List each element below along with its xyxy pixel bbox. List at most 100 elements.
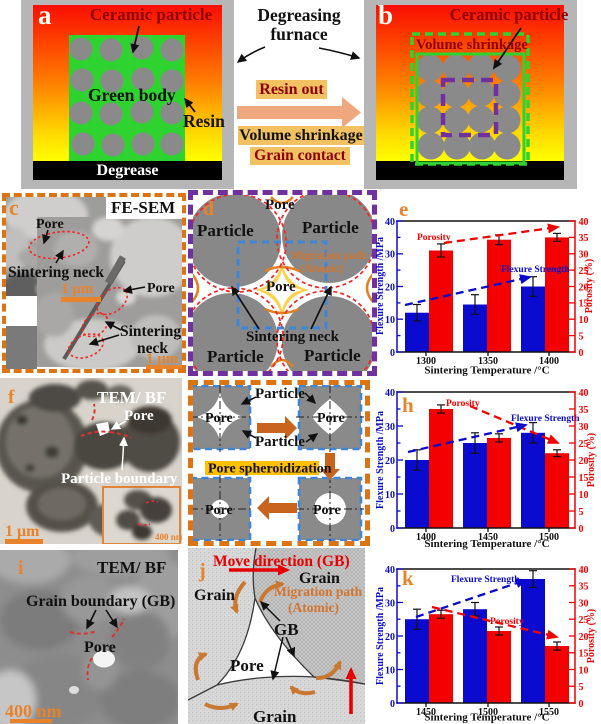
svg-text:Pore: Pore	[313, 503, 341, 518]
svg-text:30: 30	[385, 250, 395, 261]
svg-text:1550: 1550	[539, 707, 559, 718]
svg-text:Particle: Particle	[304, 346, 361, 365]
svg-text:10: 10	[385, 315, 395, 326]
svg-text:d: d	[203, 198, 214, 220]
svg-text:0: 0	[390, 348, 395, 359]
svg-text:15: 15	[579, 473, 589, 484]
svg-text:35: 35	[579, 582, 589, 593]
svg-text:10: 10	[579, 490, 589, 501]
svg-text:0: 0	[579, 348, 584, 359]
svg-text:15: 15	[579, 299, 589, 310]
svg-text:Pore: Pore	[205, 503, 233, 518]
svg-text:30: 30	[385, 422, 395, 433]
svg-text:1450: 1450	[416, 707, 436, 718]
svg-text:Pore: Pore	[36, 217, 64, 232]
svg-text:Pore spheroidization: Pore spheroidization	[208, 462, 332, 477]
svg-text:Pore: Pore	[266, 279, 296, 295]
svg-text:10: 10	[579, 665, 589, 676]
svg-text:40: 40	[385, 217, 395, 228]
svg-text:10: 10	[385, 665, 395, 676]
svg-text:Grain: Grain	[299, 570, 340, 587]
svg-text:1 μm: 1 μm	[146, 351, 179, 367]
svg-text:Pore: Pore	[205, 411, 233, 426]
svg-text:20: 20	[579, 282, 589, 293]
svg-text:0: 0	[579, 699, 584, 710]
svg-text:Flexure Strength /MPa: Flexure Strength /MPa	[376, 237, 386, 335]
svg-text:neck: neck	[137, 340, 168, 357]
svg-text:20: 20	[385, 456, 395, 467]
svg-text:40: 40	[385, 388, 395, 399]
svg-text:Sintering Temperature /°C: Sintering Temperature /°C	[424, 365, 549, 377]
svg-text:Flexure Strength /MPa: Flexure Strength /MPa	[376, 587, 386, 685]
svg-text:FE-SEM: FE-SEM	[111, 198, 175, 217]
svg-text:20: 20	[385, 632, 395, 643]
svg-text:TEM/ BF: TEM/ BF	[97, 388, 166, 407]
svg-text:Porosity (%): Porosity (%)	[584, 259, 595, 314]
svg-text:5: 5	[579, 682, 584, 693]
svg-text:Particle: Particle	[302, 218, 359, 237]
svg-text:Porosity: Porosity	[446, 399, 480, 409]
svg-text:10: 10	[579, 315, 589, 326]
svg-text:Pore: Pore	[124, 408, 154, 424]
svg-text:20: 20	[385, 282, 395, 293]
svg-text:Pore: Pore	[230, 656, 264, 675]
svg-text:1 μm: 1 μm	[61, 281, 94, 297]
svg-text:h: h	[402, 393, 414, 417]
svg-text:30: 30	[579, 250, 589, 261]
svg-text:Pore: Pore	[147, 281, 175, 296]
svg-text:Sintering Temperature /°C: Sintering Temperature /°C	[424, 712, 549, 724]
svg-text:40: 40	[579, 388, 589, 399]
svg-text:Migration path: Migration path	[274, 584, 363, 599]
svg-text:25: 25	[579, 266, 589, 277]
svg-text:40: 40	[385, 565, 395, 576]
svg-text:Grain boundary (GB): Grain boundary (GB)	[26, 593, 175, 610]
svg-text:400 nm: 400 nm	[155, 532, 182, 542]
svg-text:Pore: Pore	[265, 197, 295, 213]
svg-text:1500: 1500	[478, 707, 498, 718]
svg-text:(Atomic): (Atomic)	[288, 600, 339, 615]
svg-text:Particle: Particle	[197, 221, 254, 240]
svg-text:40: 40	[579, 217, 589, 228]
svg-text:30: 30	[579, 422, 589, 433]
svg-text:Pore: Pore	[84, 639, 116, 656]
svg-text:Migration path: Migration path	[291, 250, 367, 262]
svg-text:Sintering Temperature /°C: Sintering Temperature /°C	[424, 538, 549, 550]
svg-text:30: 30	[579, 598, 589, 609]
svg-text:Grain: Grain	[194, 587, 235, 604]
svg-text:Sintering: Sintering	[120, 323, 181, 340]
svg-text:Porosity (%): Porosity (%)	[586, 609, 597, 664]
svg-text:35: 35	[579, 233, 589, 244]
svg-text:Particle: Particle	[207, 347, 264, 366]
svg-text:40: 40	[579, 565, 589, 576]
svg-text:20: 20	[579, 632, 589, 643]
svg-text:5: 5	[579, 331, 584, 342]
svg-text:400 nm: 400 nm	[5, 701, 62, 721]
svg-text:1400: 1400	[416, 532, 436, 543]
svg-text:Porosity: Porosity	[417, 233, 451, 243]
svg-text:Sintering neck: Sintering neck	[246, 329, 340, 345]
svg-text:Porosity (%): Porosity (%)	[586, 433, 597, 488]
svg-text:1450: 1450	[478, 532, 498, 543]
svg-text:1300: 1300	[416, 356, 436, 367]
svg-text:Particle: Particle	[255, 434, 305, 450]
svg-text:Flexure Strength /MPa: Flexure Strength /MPa	[376, 411, 386, 509]
svg-text:Sintering neck: Sintering neck	[8, 264, 104, 281]
svg-text:e: e	[399, 197, 408, 221]
svg-text:15: 15	[579, 649, 589, 660]
svg-text:1500: 1500	[539, 532, 559, 543]
svg-text:25: 25	[579, 439, 589, 450]
svg-text:Particle boundary: Particle boundary	[61, 471, 178, 487]
svg-text:30: 30	[385, 598, 395, 609]
svg-text:1 μm: 1 μm	[5, 523, 40, 540]
svg-text:Pore: Pore	[317, 411, 345, 426]
svg-text:k: k	[402, 566, 414, 590]
svg-text:f: f	[8, 387, 15, 408]
svg-text:5: 5	[579, 507, 584, 518]
svg-text:i: i	[18, 557, 24, 579]
svg-text:10: 10	[385, 490, 395, 501]
svg-text:35: 35	[579, 405, 589, 416]
svg-text:1350: 1350	[478, 356, 498, 367]
svg-text:GB: GB	[274, 620, 299, 639]
svg-text:c: c	[9, 197, 19, 220]
svg-text:TEM/ BF: TEM/ BF	[97, 558, 166, 577]
